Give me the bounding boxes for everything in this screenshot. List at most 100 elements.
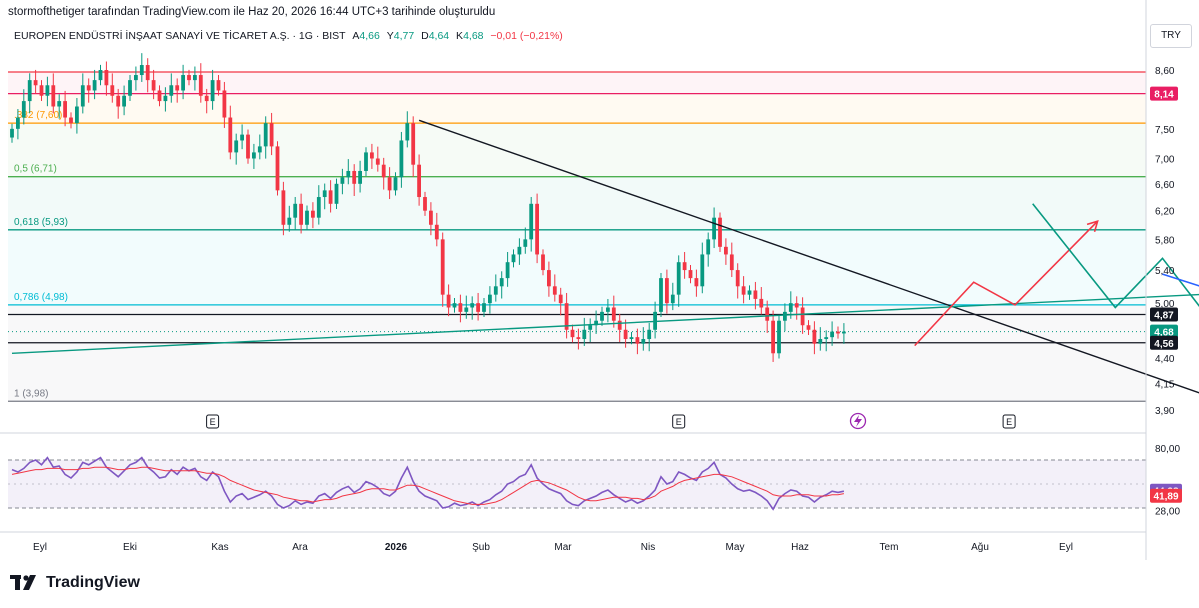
projection-path[interactable] (914, 220, 1099, 347)
candle-body[interactable] (594, 320, 598, 326)
candle-body[interactable] (228, 117, 233, 153)
candle-body[interactable] (558, 294, 563, 304)
candle-body[interactable] (328, 190, 333, 204)
candle-body[interactable] (806, 325, 811, 330)
candle-body[interactable] (812, 329, 817, 344)
projection-paths[interactable] (914, 140, 1199, 347)
tradingview-logo[interactable]: TradingView (10, 574, 140, 592)
candle-body[interactable] (169, 85, 174, 96)
candle-body[interactable] (80, 85, 85, 107)
candle-body[interactable] (287, 217, 292, 225)
candle-body[interactable] (535, 203, 539, 255)
candle-body[interactable] (788, 303, 793, 312)
candle-body[interactable] (582, 329, 587, 340)
candle-body[interactable] (588, 325, 593, 330)
candle-body[interactable] (110, 85, 115, 96)
candle-body[interactable] (122, 95, 126, 107)
candle-body[interactable] (783, 311, 787, 321)
symbol-legend[interactable]: EUROPEN ENDÜSTRİ İNŞAAT SANAYİ VE TİCARE… (14, 30, 563, 42)
earnings-marker-icon[interactable] (206, 414, 220, 429)
candle-body[interactable] (151, 80, 156, 91)
rsi-line[interactable] (11, 456, 845, 511)
candle-body[interactable] (193, 75, 197, 81)
candle-body[interactable] (729, 254, 734, 271)
candle-body[interactable] (505, 262, 510, 279)
candle-body[interactable] (381, 164, 386, 178)
candle-body[interactable] (606, 307, 610, 312)
candle-body[interactable] (281, 190, 286, 225)
candle-body[interactable] (446, 294, 451, 308)
candle-body[interactable] (252, 152, 256, 159)
candle-body[interactable] (765, 307, 770, 321)
candle-body[interactable] (263, 123, 268, 147)
rsi-ma-line[interactable] (11, 466, 844, 505)
candle-body[interactable] (476, 303, 480, 312)
candle-body[interactable] (51, 85, 56, 107)
candle-body[interactable] (257, 146, 262, 153)
candle-body[interactable] (275, 146, 280, 191)
candle-body[interactable] (464, 307, 469, 312)
candle-body[interactable] (27, 80, 32, 102)
candle-body[interactable] (523, 239, 528, 247)
candle-body[interactable] (163, 95, 168, 102)
candle-body[interactable] (387, 177, 392, 191)
candle-body[interactable] (246, 134, 250, 159)
candle-body[interactable] (145, 65, 150, 81)
candle-body[interactable] (824, 337, 829, 340)
candle-body[interactable] (670, 294, 675, 304)
candle-body[interactable] (659, 278, 663, 312)
candle-body[interactable] (488, 294, 492, 304)
candle-body[interactable] (842, 331, 846, 334)
candle-body[interactable] (45, 85, 50, 96)
candle-body[interactable] (86, 85, 91, 91)
candle-body[interactable] (547, 270, 551, 287)
candle-body[interactable] (623, 329, 628, 340)
earnings-marker-icon[interactable] (1002, 414, 1016, 429)
candle-body[interactable] (334, 183, 339, 204)
candle-body[interactable] (187, 75, 191, 81)
candle-body[interactable] (777, 320, 781, 354)
candle-body[interactable] (718, 217, 722, 247)
candle-body[interactable] (499, 278, 504, 287)
candle-body[interactable] (340, 177, 345, 184)
time-axis[interactable]: Eyl Eki Kas Ara 2026 Şub Mar Nis May Haz Tem Ağu Eyl (33, 542, 1073, 553)
candle-body[interactable] (794, 303, 799, 308)
candle-body[interactable] (753, 290, 758, 299)
trendlines[interactable] (11, 119, 1199, 421)
candle-body[interactable] (741, 286, 746, 295)
candle-body[interactable] (10, 128, 14, 138)
candle-body[interactable] (216, 80, 221, 91)
candle-body[interactable] (293, 203, 298, 218)
candle-body[interactable] (470, 303, 475, 308)
candle-body[interactable] (370, 152, 374, 159)
candle-body[interactable] (405, 123, 410, 141)
candle-body[interactable] (511, 254, 516, 263)
candle-body[interactable] (493, 286, 498, 295)
candle-body[interactable] (346, 170, 351, 178)
candle-body[interactable] (452, 303, 457, 308)
candle-body[interactable] (33, 80, 38, 86)
candle-body[interactable] (322, 190, 327, 198)
trendline-falling[interactable] (418, 119, 1199, 421)
candle-body[interactable] (352, 170, 357, 184)
candle-body[interactable] (16, 117, 20, 129)
candle-body[interactable] (706, 239, 711, 255)
candle-body[interactable] (204, 95, 209, 102)
candle-body[interactable] (517, 246, 522, 255)
rsi-ma-tag[interactable] (1150, 488, 1182, 503)
candle-body[interactable] (128, 80, 132, 96)
symbol-name[interactable]: EUROPEN ENDÜSTRİ İNŞAAT SANAYİ VE TİCARE… (14, 30, 346, 42)
candle-body[interactable] (181, 75, 185, 91)
candle-body[interactable] (316, 197, 321, 218)
candle-body[interactable] (375, 158, 380, 165)
candle-body[interactable] (198, 75, 203, 96)
candle-body[interactable] (564, 303, 569, 330)
candle-body[interactable] (358, 170, 362, 184)
earnings-marker-icon[interactable] (672, 414, 686, 429)
price-label-tag[interactable] (1150, 324, 1178, 339)
price-label-tag[interactable] (1150, 86, 1178, 101)
candle-body[interactable] (104, 70, 109, 86)
candle-body[interactable] (311, 210, 315, 218)
candle-body[interactable] (747, 290, 752, 295)
